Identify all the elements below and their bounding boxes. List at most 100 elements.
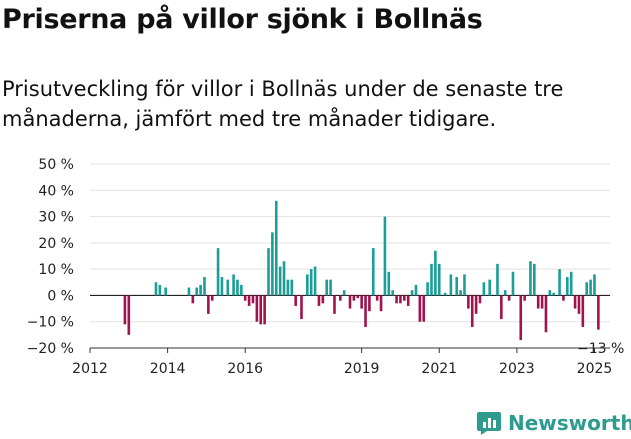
bar bbox=[593, 274, 596, 296]
bar bbox=[226, 279, 230, 296]
y-tick-label: 30 % bbox=[38, 210, 74, 226]
x-tick-label: 2019 bbox=[344, 361, 380, 377]
bar bbox=[220, 277, 224, 296]
bar bbox=[294, 295, 297, 306]
bar bbox=[566, 277, 569, 296]
bar bbox=[399, 295, 402, 304]
bar bbox=[455, 277, 459, 296]
bar bbox=[544, 295, 548, 333]
y-tick-label: −10 % bbox=[27, 315, 74, 331]
bar bbox=[597, 295, 600, 330]
x-tick-label: 2023 bbox=[499, 361, 535, 377]
bar bbox=[459, 290, 462, 296]
bar bbox=[271, 232, 274, 296]
bar bbox=[540, 295, 544, 309]
y-tick-label: 20 % bbox=[38, 236, 74, 252]
bar bbox=[278, 266, 282, 296]
annotations: −13 % bbox=[577, 341, 624, 357]
bar bbox=[418, 295, 422, 322]
bar bbox=[240, 284, 243, 296]
y-tick-label: 10 % bbox=[38, 262, 74, 278]
bar bbox=[158, 284, 162, 296]
bar bbox=[395, 295, 398, 304]
bar bbox=[364, 295, 367, 327]
bar bbox=[342, 290, 346, 296]
bar bbox=[236, 279, 239, 296]
bar bbox=[511, 271, 515, 296]
bars bbox=[123, 200, 600, 341]
bar bbox=[478, 295, 482, 304]
bar bbox=[410, 290, 414, 296]
bar bbox=[360, 295, 363, 309]
bar bbox=[379, 295, 383, 312]
bar bbox=[474, 295, 478, 314]
bar bbox=[581, 295, 585, 327]
bar bbox=[437, 263, 441, 296]
bar bbox=[482, 282, 486, 296]
bar bbox=[467, 295, 470, 309]
bar bbox=[403, 295, 406, 301]
bar bbox=[533, 263, 536, 296]
bar bbox=[536, 295, 540, 309]
bar bbox=[562, 295, 565, 301]
bar bbox=[503, 290, 507, 296]
bar bbox=[267, 248, 270, 296]
bar bbox=[569, 271, 573, 296]
bar bbox=[371, 248, 375, 296]
bar bbox=[309, 269, 313, 296]
bar bbox=[422, 295, 426, 322]
bar bbox=[573, 295, 577, 309]
bar bbox=[449, 274, 453, 296]
bar bbox=[263, 295, 266, 325]
bar bbox=[470, 295, 474, 327]
bar bbox=[558, 269, 561, 296]
bar bbox=[290, 279, 294, 296]
bar bbox=[426, 282, 429, 296]
bar bbox=[496, 263, 499, 296]
bar bbox=[199, 284, 202, 296]
y-tick-label: 50 % bbox=[38, 157, 74, 173]
chart-subtitle: Prisutveckling för villor i Bollnäs unde… bbox=[2, 77, 564, 131]
last-value-label: −13 % bbox=[577, 341, 624, 357]
bar bbox=[507, 295, 511, 301]
bar bbox=[529, 261, 532, 296]
bar bbox=[356, 295, 360, 299]
bar bbox=[589, 279, 592, 296]
x-tick-label: 2025 bbox=[577, 361, 613, 377]
bar bbox=[519, 295, 523, 341]
bar bbox=[443, 292, 447, 296]
bar bbox=[191, 295, 195, 304]
bar bbox=[500, 295, 503, 320]
bar bbox=[463, 274, 466, 296]
bar bbox=[523, 295, 526, 301]
bar bbox=[232, 274, 235, 296]
x-axis-ticks: 2012 2014 2016 2019 2021 2023 2025 bbox=[72, 347, 613, 377]
bar bbox=[368, 295, 371, 312]
bar bbox=[434, 250, 437, 296]
bar bbox=[313, 266, 317, 296]
y-tick-label: 0 % bbox=[47, 288, 74, 304]
bar bbox=[383, 216, 387, 296]
bar bbox=[333, 295, 336, 314]
bar bbox=[216, 248, 220, 296]
bar bbox=[552, 292, 556, 296]
bar bbox=[306, 274, 309, 296]
bar bbox=[348, 295, 352, 309]
x-tick-label: 2021 bbox=[421, 361, 457, 377]
newsworthy-logo: Newsworthy bbox=[476, 410, 631, 436]
newsworthy-logo-icon bbox=[477, 412, 501, 435]
gridlines bbox=[90, 163, 610, 349]
bar bbox=[585, 282, 589, 296]
bar bbox=[247, 295, 251, 306]
brand-name: Newsworthy bbox=[508, 411, 631, 435]
bar bbox=[325, 279, 329, 296]
bar bbox=[406, 295, 410, 306]
x-tick-label: 2012 bbox=[72, 361, 108, 377]
bar bbox=[127, 295, 131, 335]
x-tick-label: 2016 bbox=[227, 361, 263, 377]
bar bbox=[317, 295, 321, 306]
bar bbox=[375, 295, 379, 301]
bar bbox=[488, 279, 492, 296]
bar bbox=[274, 200, 278, 296]
bar bbox=[548, 290, 552, 296]
